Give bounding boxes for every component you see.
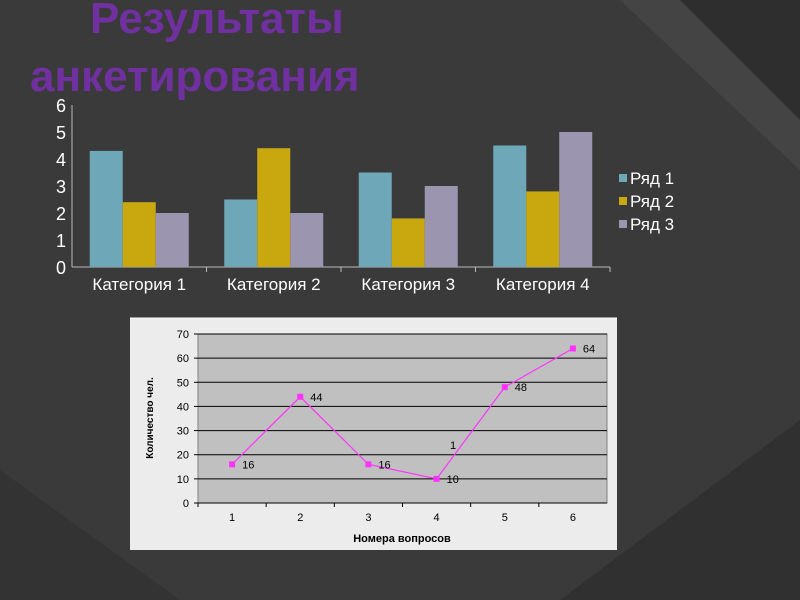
bar <box>559 132 593 267</box>
line-x-tick-label: 5 <box>502 512 508 524</box>
bar-y-tick-label: 4 <box>56 150 66 170</box>
line-y-axis-title: Количество чел. <box>145 377 156 459</box>
legend-swatch <box>619 174 627 182</box>
line-data-label: 16 <box>378 459 390 471</box>
bar-y-tick-label: 1 <box>56 231 66 251</box>
line-x-tick-label: 4 <box>434 512 440 524</box>
line-plot-area <box>197 333 608 504</box>
bar <box>224 199 258 267</box>
bar-x-tick-label: Категория 4 <box>496 275 590 294</box>
bar <box>122 202 156 267</box>
line-y-tick-label: 50 <box>177 377 189 389</box>
bar <box>391 218 425 267</box>
line-y-tick-label: 10 <box>177 474 189 486</box>
line-data-label: 64 <box>583 343 595 355</box>
bar-x-tick-label: Категория 1 <box>92 275 186 294</box>
legend-entry-label: Ряд 2 <box>630 192 674 211</box>
bar <box>155 213 189 267</box>
line-series <box>231 347 574 480</box>
line-y-tick-label: 40 <box>177 401 189 413</box>
bar-y-tick-label: 3 <box>56 177 66 197</box>
line-point <box>569 345 576 352</box>
bar-y-tick-label: 2 <box>56 204 66 224</box>
line-annotation: 1 <box>450 440 456 452</box>
line-x-tick-label: 3 <box>365 512 371 524</box>
bar <box>257 148 291 267</box>
line-point <box>365 461 372 468</box>
line-data-label: 44 <box>310 392 322 404</box>
line-y-tick-label: 60 <box>177 353 189 365</box>
line-x-tick-label: 6 <box>570 512 576 524</box>
bar <box>290 213 324 267</box>
legend-entry-label: Ряд 1 <box>630 169 674 188</box>
bar-x-tick-label: Категория 3 <box>361 275 455 294</box>
line-x-axis-title: Номера вопросов <box>353 533 451 545</box>
line-x-tick-label: 2 <box>297 512 303 524</box>
line-data-label: 16 <box>242 459 254 471</box>
legend-swatch <box>619 220 627 228</box>
line-point <box>229 461 236 468</box>
slide-title-line-1: Результаты <box>90 0 344 43</box>
bar-x-tick-label: Категория 2 <box>227 275 321 294</box>
legend-swatch <box>619 197 627 205</box>
line-data-label: 10 <box>447 474 459 486</box>
line-x-tick-label: 1 <box>229 512 235 524</box>
bar <box>358 172 392 267</box>
line-y-tick-label: 20 <box>177 450 189 462</box>
legend-entry-label: Ряд 3 <box>630 215 674 234</box>
slide-title-line-2: анкетирования <box>30 52 360 101</box>
bar <box>493 145 527 267</box>
bar-y-tick-label: 6 <box>56 96 66 116</box>
line-point <box>433 475 440 482</box>
line-point <box>297 393 304 400</box>
bar <box>424 186 458 267</box>
bar <box>89 150 123 267</box>
line-point <box>501 384 508 391</box>
line-y-tick-label: 0 <box>183 498 189 510</box>
bar-y-tick-label: 5 <box>56 123 66 143</box>
line-y-tick-label: 70 <box>177 329 189 341</box>
line-y-tick-label: 30 <box>177 426 189 438</box>
line-data-label: 48 <box>515 382 527 394</box>
bar <box>526 191 560 267</box>
bar-y-tick-label: 0 <box>56 258 66 278</box>
